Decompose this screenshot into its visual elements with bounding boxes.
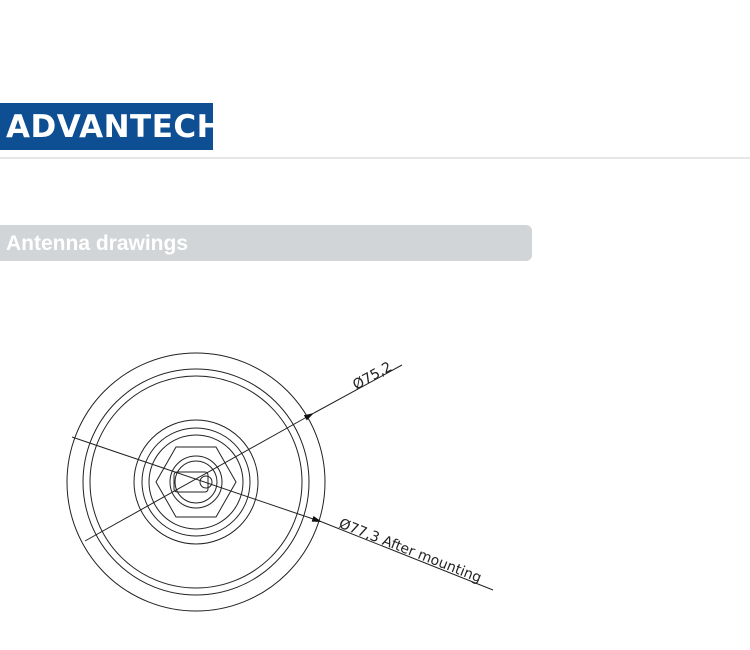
- hub-ring-2: [141, 427, 251, 537]
- mid-circle: [82, 368, 310, 596]
- antenna-outline: [66, 352, 326, 612]
- dimension-label-77: Ø77,3 After mounting: [337, 516, 484, 587]
- header-divider: [0, 157, 750, 159]
- dim-leader-77: [321, 521, 494, 591]
- hex-nut: [155, 446, 237, 518]
- connector-slot: [173, 471, 209, 493]
- section-header-bar: Antenna drawings: [0, 225, 532, 261]
- dimension-lines: [71, 364, 494, 591]
- connector-pin: [199, 475, 213, 489]
- hub-ring-1: [133, 419, 259, 545]
- logo-text: ADVANTECH: [6, 109, 224, 145]
- outer-circle: [66, 352, 326, 612]
- dim-line-75: [84, 412, 315, 542]
- hub-ring-3: [148, 434, 244, 530]
- section-title: Antenna drawings: [6, 232, 189, 255]
- connector-ring: [169, 455, 223, 509]
- inner-circle: [89, 375, 303, 589]
- dim-line-77: [71, 436, 323, 523]
- advantech-logo: ADVANTECH: [0, 103, 223, 150]
- dim-leader-75: [313, 364, 403, 414]
- connector-inner: [174, 460, 218, 504]
- dimension-label-75: Ø75,2: [350, 359, 395, 393]
